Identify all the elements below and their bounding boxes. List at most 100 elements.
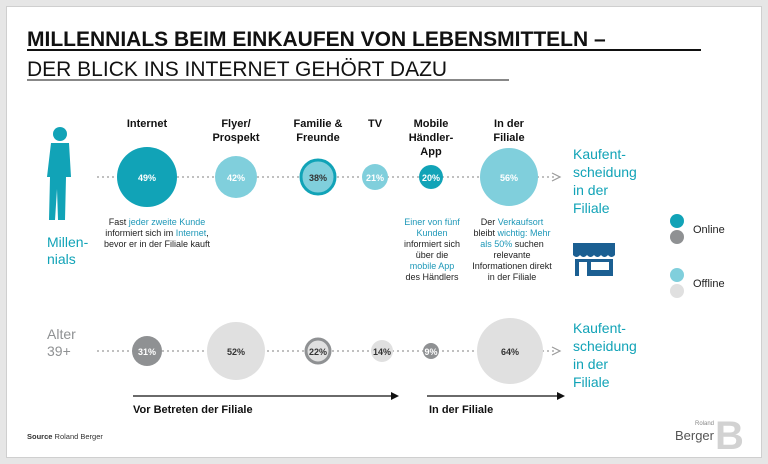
logo-mark: B — [715, 414, 744, 457]
note-app-l1: Einer von fünf — [404, 217, 460, 227]
note-internet-l1a: Fast — [109, 217, 129, 227]
millennials-end-line4: Filiale — [573, 200, 610, 216]
bubble-alter-tv — [371, 340, 393, 362]
channel-filiale-line1: In der — [494, 118, 525, 130]
logo-berger: Berger — [675, 428, 715, 443]
phase-inside-label: In der Filiale — [429, 404, 493, 416]
row-label-millennials-1: Millen- — [47, 234, 89, 250]
note-filiale-l1b: Verkaufsort — [498, 217, 544, 227]
value-alter-filiale: 64% — [501, 347, 519, 357]
note-app: Einer von fünf Kunden informiert sich üb… — [404, 217, 460, 282]
channel-flyer-line1: Flyer/ — [221, 118, 250, 130]
channel-tv-line1: TV — [368, 118, 383, 130]
person-icon — [47, 127, 71, 220]
bubble-alter-app — [423, 343, 439, 359]
channel-app-line2: Händler- — [409, 132, 454, 144]
phase-before-arrow-head — [391, 392, 399, 400]
millennials-end-line1: Kaufent- — [573, 146, 626, 162]
note-filiale-l2a: bleibt — [473, 228, 497, 238]
note-internet-l2b: Internet — [176, 228, 207, 238]
millennials-arrow-head — [551, 172, 562, 182]
logo-roland: Roland — [695, 421, 714, 427]
note-filiale-l3a: als 50% — [480, 239, 512, 249]
svg-text:informiert sich im Internet,: informiert sich im Internet, — [105, 228, 209, 238]
value-alter-internet: 31% — [138, 347, 156, 357]
channel-app-line1: Mobile — [414, 118, 449, 130]
source-name: Roland Berger — [55, 432, 104, 441]
value-millennials-internet: 49% — [138, 173, 156, 183]
value-millennials-familie: 38% — [309, 173, 327, 183]
millennials-end-line2: scheidung — [573, 164, 637, 180]
legend-offline-dark-swatch — [670, 230, 684, 244]
alter-arrow-head — [551, 346, 562, 356]
title-line-2: DER BLICK INS INTERNET GEHÖRT DAZU — [27, 58, 447, 81]
note-filiale: Der Verkaufsort bleibt wichtig: Mehr als… — [472, 217, 552, 282]
alter-end-line2: scheidung — [573, 338, 637, 354]
infographic-frame: MILLENNIALS BEIM EINKAUFEN VON LEBENSMIT… — [6, 6, 762, 458]
value-millennials-app: 20% — [422, 173, 440, 183]
channel-app-line3: App — [420, 146, 442, 158]
value-alter-familie: 22% — [309, 347, 327, 357]
value-millennials-filiale: 56% — [500, 173, 518, 183]
channel-familie-line1: Familie & — [294, 118, 343, 130]
note-internet: Fast jeder zweite Kunde informiert sich … — [104, 217, 211, 249]
note-filiale-l1a: Der — [481, 217, 498, 227]
value-millennials-tv: 21% — [366, 173, 384, 183]
legend-online-dark-swatch — [670, 214, 684, 228]
source-note: Source Roland Berger — [27, 432, 103, 441]
row-label-alter-2: 39+ — [47, 343, 71, 359]
note-app-l2: Kunden — [416, 228, 447, 238]
value-alter-tv: 14% — [373, 347, 391, 357]
channel-filiale-line2: Filiale — [493, 132, 524, 144]
legend: Online Offline — [670, 214, 725, 298]
value-alter-flyer: 52% — [227, 347, 245, 357]
title-line-1: MILLENNIALS BEIM EINKAUFEN VON LEBENSMIT… — [27, 28, 606, 51]
millennials-end-line3: in der — [573, 182, 608, 198]
note-filiale-l5: Informationen direkt — [472, 261, 552, 271]
alter-end-line1: Kaufent- — [573, 320, 626, 336]
svg-text:bleibt wichtig: Mehr: bleibt wichtig: Mehr — [473, 228, 550, 238]
note-internet-l3: bevor er in der Filiale kauft — [104, 239, 211, 249]
svg-text:Fast jeder zweite Kunde: Fast jeder zweite Kunde — [109, 217, 206, 227]
note-filiale-l4: relevante — [493, 250, 530, 260]
bubble-alter-internet — [132, 336, 162, 366]
bubble-alter-familie — [304, 337, 332, 365]
note-filiale-l2b: wichtig: Mehr — [497, 228, 551, 238]
roland-berger-logo: Roland Berger B — [675, 414, 744, 457]
row-label-millennials-2: nials — [47, 251, 76, 267]
store-icon — [573, 243, 615, 276]
legend-online-light-swatch — [670, 268, 684, 282]
channel-internet-line1: Internet — [127, 118, 168, 130]
svg-text:als 50% suchen: als 50% suchen — [480, 239, 544, 249]
value-millennials-flyer: 42% — [227, 173, 245, 183]
note-app-l6: des Händlers — [405, 272, 459, 282]
phase-before-label: Vor Betreten der Filiale — [133, 404, 253, 416]
alter-end-line4: Filiale — [573, 374, 610, 390]
row-label-alter-1: Alter — [47, 326, 76, 342]
value-alter-app: 9% — [424, 347, 437, 357]
channel-headers: Internet Flyer/ Prospekt Familie & Freun… — [127, 118, 525, 158]
note-filiale-l6: in der Filiale — [488, 272, 537, 282]
legend-offline-light-swatch — [670, 284, 684, 298]
phase-inside-arrow-head — [557, 392, 565, 400]
bubble-millennials-flyer — [215, 156, 257, 198]
bubble-alter-filiale — [477, 318, 543, 384]
legend-online-label: Online — [693, 224, 725, 236]
bubble-millennials-filiale — [480, 148, 538, 206]
note-internet-l2c: , — [206, 228, 209, 238]
svg-text:Der Verkaufsort: Der Verkaufsort — [481, 217, 544, 227]
bubble-millennials-familie — [299, 158, 337, 196]
note-internet-l2a: informiert sich im — [105, 228, 176, 238]
channel-familie-line2: Freunde — [296, 132, 339, 144]
bubble-millennials-internet — [117, 147, 177, 207]
source-prefix: Source — [27, 432, 52, 441]
note-app-l3: informiert sich — [404, 239, 460, 249]
legend-offline-label: Offline — [693, 278, 725, 290]
bubble-millennials-app — [419, 165, 443, 189]
bubble-millennials-tv — [362, 164, 388, 190]
infographic-canvas: MILLENNIALS BEIM EINKAUFEN VON LEBENSMIT… — [27, 28, 744, 457]
bubble-alter-flyer — [207, 322, 265, 380]
alter-end-line3: in der — [573, 356, 608, 372]
note-app-l4: über die — [416, 250, 449, 260]
note-internet-l1b: jeder zweite Kunde — [128, 217, 206, 227]
